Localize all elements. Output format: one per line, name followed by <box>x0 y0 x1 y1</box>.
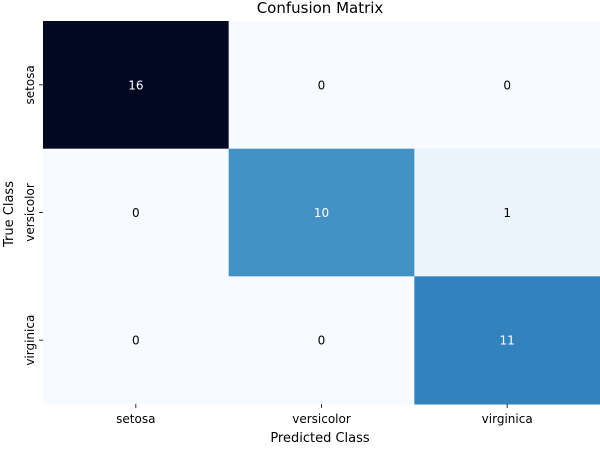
y-tick-label-setosa: setosa <box>23 65 37 104</box>
x-axis-label: Predicted Class <box>270 431 370 444</box>
heatmap-cell-virginica-virginica <box>414 276 600 405</box>
heatmap-cell-setosa-setosa <box>43 21 230 150</box>
y-axis-ticks: setosa versicolor virginica <box>23 65 43 366</box>
heatmap-cell-versicolor-virginica <box>414 148 600 277</box>
heatmap-cell-virginica-versicolor <box>228 276 415 405</box>
x-axis-ticks: setosa versicolor virginica <box>116 404 533 426</box>
y-tick-label-versicolor: versicolor <box>23 183 37 242</box>
chart-title: Confusion Matrix <box>257 0 384 17</box>
cell-value-virginica-versicolor: 0 <box>318 334 326 348</box>
cell-value-setosa-virginica: 0 <box>503 78 511 92</box>
heatmap-cell-versicolor-versicolor <box>228 148 415 277</box>
cell-value-virginica-setosa: 0 <box>132 334 140 348</box>
x-tick-label-versicolor: versicolor <box>292 412 351 426</box>
cell-value-versicolor-setosa: 0 <box>132 206 140 220</box>
x-tick-label-virginica: virginica <box>482 412 533 426</box>
heatmap-cells <box>43 21 600 405</box>
y-axis-label: True Class <box>2 181 17 248</box>
cell-value-versicolor-virginica: 1 <box>503 206 511 220</box>
cell-value-setosa-setosa: 16 <box>128 78 143 92</box>
heatmap-cell-virginica-setosa <box>43 276 230 405</box>
cell-value-setosa-versicolor: 0 <box>318 78 326 92</box>
cell-value-virginica-virginica: 11 <box>500 334 515 348</box>
cell-value-versicolor-versicolor: 10 <box>314 206 329 220</box>
x-tick-label-setosa: setosa <box>116 412 155 426</box>
cell-value-labels: 16 0 00 10 10 0 11 <box>128 78 515 347</box>
heatmap-cell-setosa-versicolor <box>228 21 415 150</box>
y-tick-label-virginica: virginica <box>23 315 37 366</box>
heatmap-cell-versicolor-setosa <box>43 148 230 277</box>
heatmap-cell-setosa-virginica <box>414 21 600 150</box>
